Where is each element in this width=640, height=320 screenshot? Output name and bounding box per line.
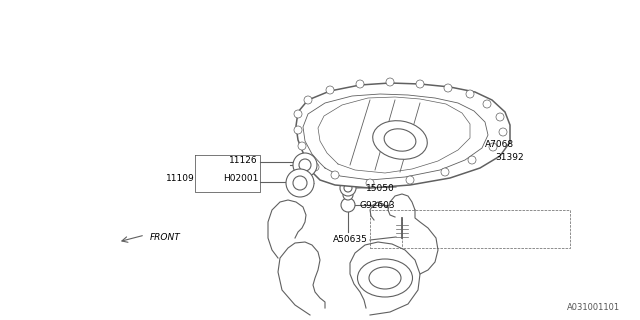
Circle shape xyxy=(489,143,497,151)
Circle shape xyxy=(386,78,394,86)
Circle shape xyxy=(496,113,504,121)
Circle shape xyxy=(344,184,352,192)
Circle shape xyxy=(331,171,339,179)
Text: 11109: 11109 xyxy=(166,173,195,182)
Circle shape xyxy=(293,153,317,177)
Text: A031001101: A031001101 xyxy=(567,303,620,312)
Text: H02001: H02001 xyxy=(223,173,258,182)
Circle shape xyxy=(435,140,445,150)
Circle shape xyxy=(483,100,491,108)
Circle shape xyxy=(416,80,424,88)
Circle shape xyxy=(294,110,302,118)
Circle shape xyxy=(304,96,312,104)
Text: 31392: 31392 xyxy=(495,153,524,162)
Circle shape xyxy=(406,176,414,184)
Ellipse shape xyxy=(432,155,448,165)
Text: G92603: G92603 xyxy=(360,201,395,210)
Circle shape xyxy=(343,190,353,200)
Ellipse shape xyxy=(426,151,454,169)
Circle shape xyxy=(499,128,507,136)
Circle shape xyxy=(311,163,319,171)
Circle shape xyxy=(466,90,474,98)
Circle shape xyxy=(293,176,307,190)
Circle shape xyxy=(364,142,400,178)
Text: FRONT: FRONT xyxy=(150,234,180,243)
Circle shape xyxy=(340,180,356,196)
Circle shape xyxy=(286,169,314,197)
Circle shape xyxy=(366,179,374,187)
Circle shape xyxy=(468,156,476,164)
Circle shape xyxy=(424,137,436,149)
Circle shape xyxy=(356,80,364,88)
Ellipse shape xyxy=(384,129,416,151)
Bar xyxy=(370,210,570,248)
Text: 15050: 15050 xyxy=(366,183,395,193)
Circle shape xyxy=(341,198,355,212)
Circle shape xyxy=(299,159,311,171)
Circle shape xyxy=(372,150,392,170)
Circle shape xyxy=(427,140,433,146)
Circle shape xyxy=(444,84,452,92)
Circle shape xyxy=(355,177,365,187)
Circle shape xyxy=(294,126,302,134)
Text: A50635: A50635 xyxy=(333,236,368,244)
Text: A7068: A7068 xyxy=(485,140,514,148)
Ellipse shape xyxy=(372,121,428,159)
Polygon shape xyxy=(296,83,510,188)
Circle shape xyxy=(298,142,306,150)
Circle shape xyxy=(441,168,449,176)
Text: 11126: 11126 xyxy=(229,156,258,164)
Circle shape xyxy=(326,86,334,94)
